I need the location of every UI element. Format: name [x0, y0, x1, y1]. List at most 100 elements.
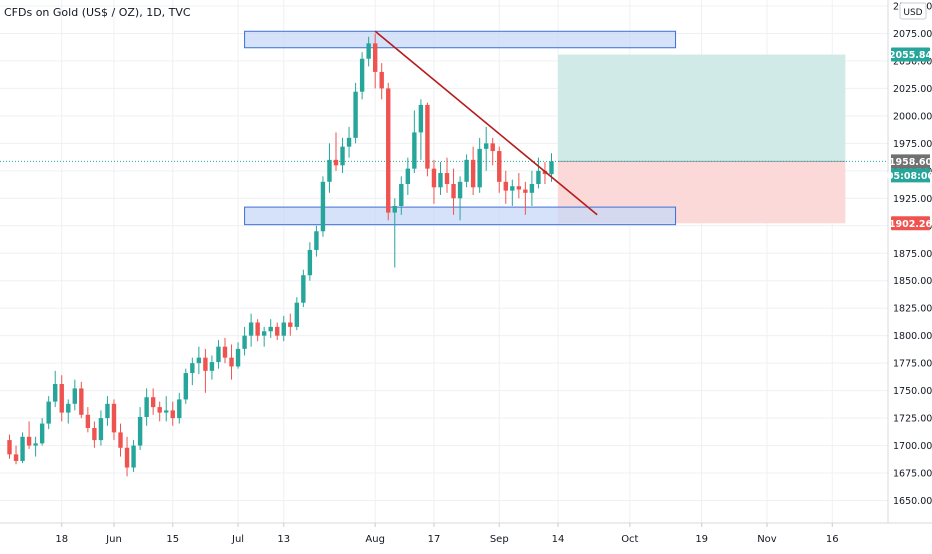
time-tick-label: 13 — [277, 534, 290, 545]
candle-body — [85, 414, 91, 428]
candle-body — [457, 181, 463, 199]
time-tick-label: 15 — [166, 534, 179, 545]
price-tick-label: 1925.00 — [893, 194, 932, 205]
candle-body — [105, 403, 110, 419]
resistance-zone[interactable] — [244, 30, 677, 49]
time-tick-label: Jun — [105, 534, 122, 545]
candle-body — [26, 436, 32, 446]
target-price-label-bg — [891, 47, 930, 62]
candle-body — [33, 443, 38, 446]
candle-body — [196, 357, 202, 364]
candle-body — [281, 322, 286, 336]
candle-body — [523, 189, 528, 193]
price-tick-label: 1775.00 — [893, 359, 932, 370]
candle-body — [13, 454, 19, 461]
candle-body — [516, 186, 522, 190]
price-tick-label: 1875.00 — [893, 249, 932, 260]
candle-body — [549, 161, 554, 175]
candle-body — [333, 159, 339, 166]
current-price-label: 1958.60 — [889, 157, 932, 168]
candle-body — [275, 326, 280, 336]
candle-body — [164, 410, 169, 413]
candle-body — [301, 275, 306, 303]
candle-body — [340, 146, 345, 166]
time-tick-label: 17 — [428, 534, 441, 545]
candle-body — [170, 410, 175, 419]
candle-body — [438, 173, 443, 188]
time-tick-label: Aug — [365, 534, 385, 545]
candle-body — [392, 205, 397, 213]
candle-body — [470, 159, 476, 188]
candle-body — [131, 445, 136, 468]
candle-body — [20, 436, 25, 461]
target-price-label: 2055.84 — [889, 50, 932, 61]
price-tick-label: 1750.00 — [893, 386, 932, 397]
candle-body — [183, 373, 189, 400]
candle-body — [418, 104, 424, 133]
currency-button[interactable]: USD — [899, 2, 927, 20]
candle-body — [503, 181, 508, 191]
candle-body — [190, 363, 195, 374]
candle-body — [464, 159, 469, 182]
time-tick-label: 18 — [55, 534, 68, 545]
candle-body — [359, 58, 365, 92]
candle-body — [144, 397, 149, 417]
candle-body — [536, 170, 541, 185]
candle-body — [137, 416, 143, 446]
price-tick-label: 2050.00 — [893, 56, 932, 67]
candle-body — [242, 335, 247, 349]
price-tick-label: 1825.00 — [893, 304, 932, 315]
candle-body — [59, 384, 64, 413]
candle-body — [177, 399, 182, 419]
candle-body — [379, 71, 384, 89]
price-tick-label: 2000.00 — [893, 111, 932, 122]
candle-body — [288, 322, 293, 327]
candle-body — [405, 168, 411, 185]
candle-body — [66, 403, 71, 413]
candle-body — [72, 388, 77, 404]
candle-body — [510, 186, 515, 191]
price-tick-label: 1650.00 — [893, 496, 932, 507]
candle-body — [451, 184, 456, 199]
candle-body — [235, 348, 241, 367]
time-tick-label: 14 — [552, 534, 565, 545]
candle-body — [229, 357, 234, 367]
currency-label: USD — [903, 8, 922, 18]
target-zone[interactable] — [558, 54, 846, 162]
candle-body — [366, 43, 371, 59]
time-tick-label: Oct — [621, 534, 638, 545]
countdown-label: 05:08:00 — [887, 171, 932, 182]
price-tick-label: 2025.00 — [893, 84, 932, 95]
price-axis[interactable]: 1650.00 1675.00 1700.00 1725.00 1750.00 1775.… — [887, 0, 932, 523]
trendline[interactable] — [374, 30, 598, 216]
price-tick-label: 2075.00 — [893, 29, 932, 40]
chart-title: CFDs on Gold (US$ / OZ), 1D, TVC — [4, 6, 191, 19]
candle-body — [216, 346, 221, 363]
candle-body — [222, 346, 228, 358]
candle-body — [307, 249, 313, 276]
candle-body — [209, 362, 215, 371]
candle-body — [327, 159, 332, 182]
candle-body — [412, 132, 417, 169]
candle-body — [157, 407, 162, 413]
candle-body — [79, 388, 84, 415]
candle-body — [7, 440, 12, 455]
candle-body — [529, 184, 535, 193]
candle-body — [483, 143, 489, 149]
candle-body — [386, 88, 391, 213]
long-position-tool[interactable] — [558, 54, 846, 224]
candle-body — [431, 168, 437, 188]
price-tick-label: 1800.00 — [893, 331, 932, 342]
candle-body — [261, 331, 267, 336]
candle-body — [46, 401, 51, 424]
trendline-drawing[interactable] — [374, 30, 598, 216]
price-tick-label: 1850.00 — [893, 276, 932, 287]
price-tick-label: 1675.00 — [893, 469, 932, 480]
stop-price-label: 1902.26 — [889, 219, 932, 230]
time-axis[interactable]: 18 Jun 15 Jul 13 Aug 17 Sep 14 Oct 19 Nov 16 — [0, 522, 932, 550]
candle-body — [39, 423, 45, 444]
candle-body — [124, 447, 130, 468]
candle-body — [268, 326, 273, 332]
